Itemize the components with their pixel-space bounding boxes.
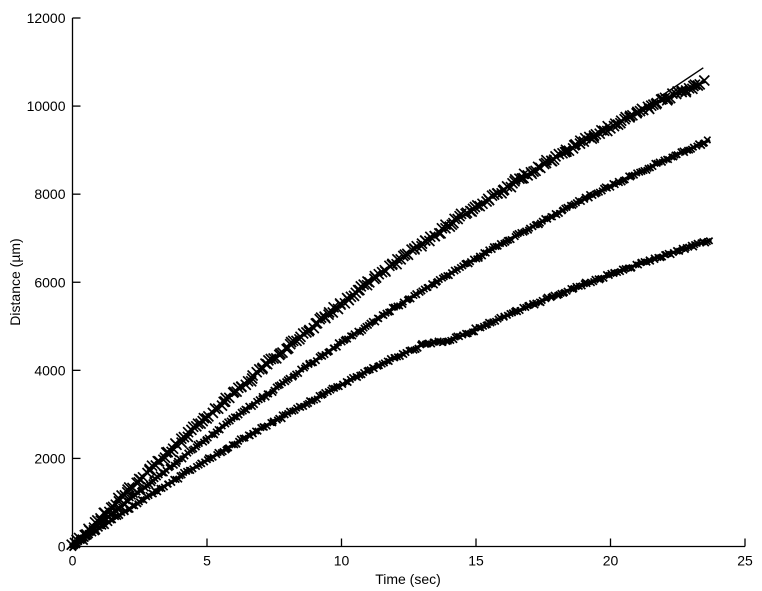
x-tick-label: 15 xyxy=(468,553,484,569)
y-axis-label: Distance (µm) xyxy=(7,238,23,325)
y-tick-label: 12000 xyxy=(27,10,66,26)
y-tick-label: 4000 xyxy=(34,362,65,378)
tick-labels: 0 2000 4000 6000 8000 10000 12000 0 5 10 15 20 25 xyxy=(27,10,753,569)
x-tick-label: 0 xyxy=(69,553,77,569)
curves xyxy=(66,67,714,552)
y-tick-label: 2000 xyxy=(34,450,65,466)
x-axis-label: Time (sec) xyxy=(375,571,441,587)
x-tick-label: 25 xyxy=(737,553,753,569)
y-tick-label: 0 xyxy=(58,539,66,555)
y-tick-label: 10000 xyxy=(27,98,66,114)
marker-band-slowest-track xyxy=(69,236,714,552)
marker-band-fastest-track xyxy=(66,74,710,551)
y-tick-label: 6000 xyxy=(34,274,65,290)
x-tick-label: 5 xyxy=(203,553,211,569)
x-tick-label: 20 xyxy=(603,553,619,569)
curve-top-thin-tail xyxy=(645,67,704,108)
y-tick-label: 8000 xyxy=(34,186,65,202)
tick-marks xyxy=(71,17,746,548)
curve-slowest-track xyxy=(71,238,712,548)
x-tick-label: 10 xyxy=(334,553,350,569)
